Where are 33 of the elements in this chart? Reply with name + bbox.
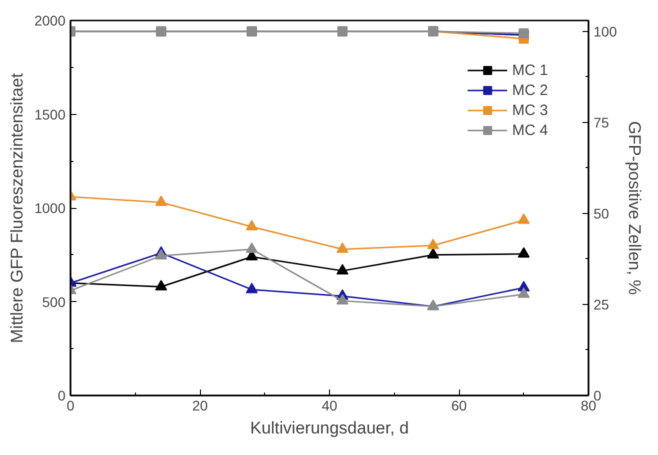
point	[155, 248, 168, 260]
legend-label: MC 4	[512, 122, 548, 138]
point	[155, 196, 168, 206]
point	[427, 238, 440, 250]
y-tick-label: 1000	[34, 200, 66, 216]
x-tick-label: 40	[322, 398, 338, 414]
x-tick-label: 20	[192, 398, 208, 414]
point	[246, 242, 258, 253]
point	[336, 294, 348, 304]
point	[518, 213, 530, 224]
point	[518, 247, 530, 258]
legend-label: MC 1	[512, 62, 548, 78]
point	[518, 287, 530, 298]
point	[246, 282, 258, 294]
point	[246, 220, 258, 230]
x-axis-title: Kultivierungsdauer, d	[250, 418, 409, 438]
point	[155, 280, 168, 290]
point	[336, 264, 348, 274]
point	[427, 248, 440, 259]
y2-tick-label: 25	[594, 296, 610, 312]
legend-label: MC 3	[512, 102, 548, 118]
y-tick-label: 500	[42, 294, 66, 310]
y-tick-label: 0	[58, 388, 66, 404]
x-tick-label: 60	[451, 398, 467, 414]
y2-tick-label: 75	[594, 114, 610, 130]
legend-label: MC 2	[512, 82, 548, 98]
point	[336, 242, 348, 253]
y-tick-label: 2000	[34, 12, 66, 28]
y2-tick-label: 100	[594, 23, 618, 40]
y-axis-title: Mittlere GFP Fluoreszenzintensitaet	[7, 72, 26, 344]
y2-axis-title: GFP-positive Zellen, %	[624, 121, 644, 295]
y-tick-label: 1500	[34, 106, 66, 122]
y2-tick-label: 50	[594, 205, 610, 222]
